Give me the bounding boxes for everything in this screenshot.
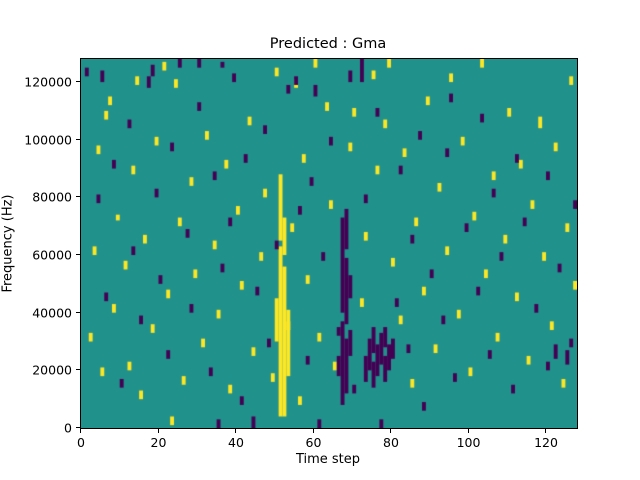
chart-title: Predicted : Gma <box>269 36 387 52</box>
x-tick-label: 120 <box>534 435 558 450</box>
x-tick-label: 40 <box>228 435 244 450</box>
y-tick-mark <box>76 311 80 313</box>
y-tick-label: 20000 <box>32 362 72 378</box>
x-tick-mark <box>235 429 236 433</box>
y-axis-label: Frequency (Hz) <box>0 194 16 293</box>
x-tick-mark <box>390 429 391 433</box>
x-tick-label: 0 <box>77 435 85 450</box>
y-tick-mark <box>76 138 80 140</box>
x-tick-label: 80 <box>383 435 399 450</box>
x-tick-label: 100 <box>456 435 481 450</box>
x-tick-mark <box>157 429 159 433</box>
plot-area <box>80 58 578 429</box>
y-tick-mark <box>76 196 80 198</box>
y-tick-label: 120000 <box>24 74 72 90</box>
x-tick-mark <box>80 429 81 433</box>
y-tick-label: 0 <box>64 420 72 436</box>
x-axis-label: Time step <box>295 452 361 467</box>
y-tick-label: 60000 <box>32 247 72 263</box>
y-tick-label: 100000 <box>24 132 72 148</box>
y-tick-mark <box>76 254 80 256</box>
y-tick-label: 40000 <box>32 305 72 321</box>
y-tick-label: 80000 <box>32 189 72 205</box>
x-tick-mark <box>467 429 469 433</box>
y-tick-mark <box>76 427 80 428</box>
y-tick-mark <box>76 81 80 83</box>
x-tick-mark <box>312 429 314 433</box>
x-tick-label: 20 <box>150 435 167 450</box>
x-tick-mark <box>545 429 546 433</box>
y-tick-mark <box>76 369 80 371</box>
x-tick-label: 60 <box>305 435 322 450</box>
heatmap-canvas <box>81 59 577 428</box>
